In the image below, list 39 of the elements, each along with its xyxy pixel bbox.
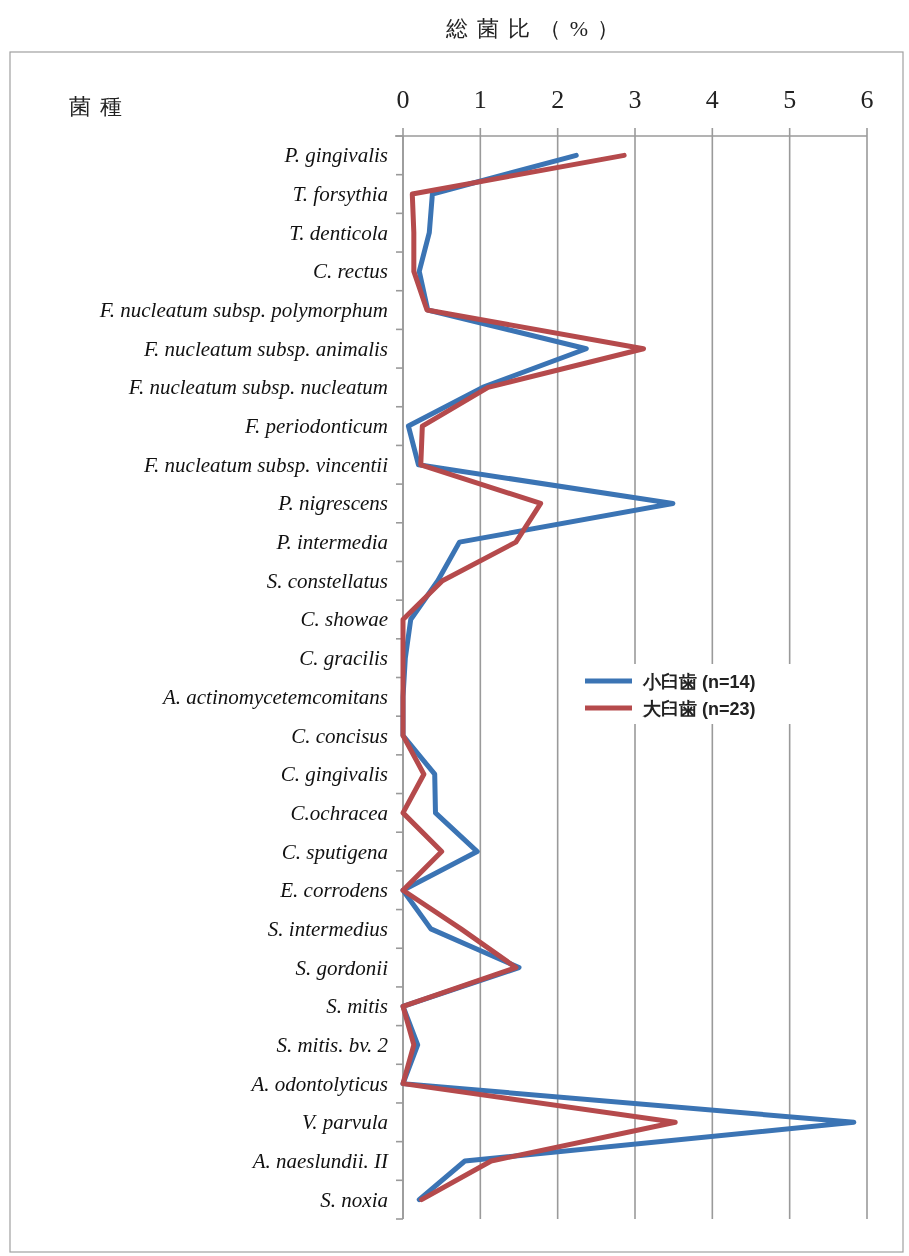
y-tick-label: A. actinomycetemcomitans [160,684,388,709]
y-tick-label: S. intermedius [267,916,388,941]
y-tick-label: S. mitis [326,994,388,1019]
x-tick-label: 5 [783,85,797,114]
legend-label: 小臼歯 (n=14) [642,672,756,692]
y-tick-label: F. periodonticum [243,414,388,439]
x-tick-label: 3 [628,85,642,114]
legend-label: 大臼歯 (n=23) [642,699,756,719]
y-tick-label: T. forsythia [292,182,388,207]
y-tick-label: F. nucleatum subsp. animalis [142,336,388,361]
x-tick-label: 0 [396,85,410,114]
y-tick-label: A. odontolyticus [249,1071,388,1096]
y-axis-title: 菌種 [69,94,131,119]
y-tick-label: P. gingivalis [283,143,388,168]
y-tick-label: S. noxia [320,1187,388,1212]
y-tick-label: P. nigrescens [277,491,388,516]
y-tick-label: C. showae [300,607,388,632]
y-tick-label: C. gingivalis [280,762,388,787]
y-tick-label: C. concisus [291,723,388,748]
x-axis-title: 総菌比（%） [444,16,629,41]
y-tick-label: F. nucleatum subsp. vincentii [143,452,389,477]
x-tick-label: 4 [705,85,719,114]
y-tick-label: V. parvula [302,1110,388,1135]
x-tick-label: 1 [473,85,487,114]
y-tick-label: A. naeslundii. II [250,1148,389,1173]
x-tick-label: 2 [551,85,565,114]
y-tick-label: C. sputigena [281,839,388,864]
y-tick-label: E. corrodens [279,878,388,903]
y-tick-label: F. nucleatum subsp. polymorphum [98,298,388,323]
y-tick-label: C.ochracea [290,800,388,825]
y-tick-label: C. rectus [312,259,388,284]
x-tick-label: 6 [860,85,874,114]
y-tick-label: P. intermedia [275,530,388,555]
y-tick-label: T. denticola [289,220,388,245]
y-tick-label: S. gordonii [295,955,389,980]
y-tick-label: S. mitis. bv. 2 [276,1032,389,1057]
y-tick-label: F. nucleatum subsp. nucleatum [127,375,388,400]
y-tick-label: S. constellatus [266,568,388,593]
y-tick-label: C. gracilis [299,646,388,671]
